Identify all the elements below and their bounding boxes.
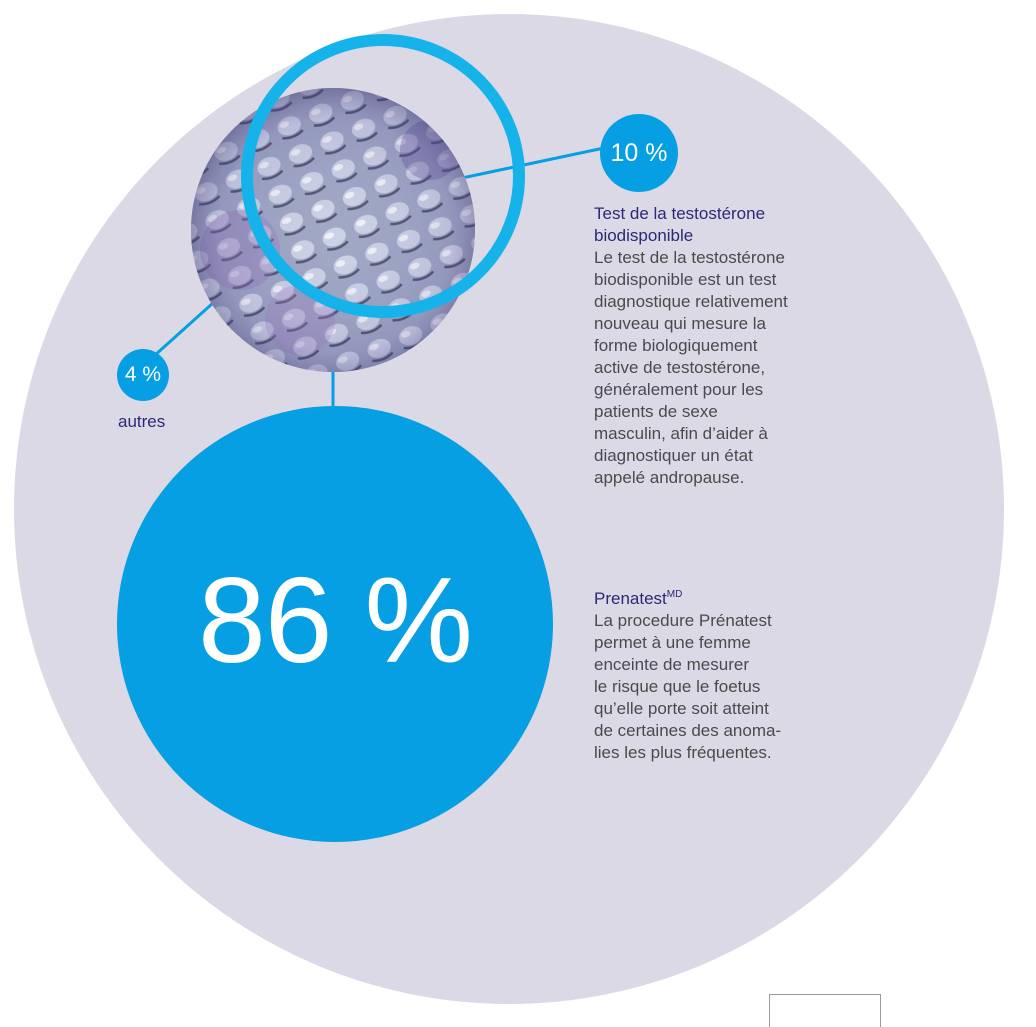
prenatest-heading: PrenatestMD xyxy=(594,588,854,610)
segment-10-badge: 10 % xyxy=(600,114,678,192)
prenatest-body: La procedure Prénatest permet à une femm… xyxy=(594,611,782,762)
segment-4-label: autres xyxy=(118,412,166,431)
testosterone-description: Test de la testostérone biodisponible Le… xyxy=(594,203,854,489)
prenatest-title: Prenatest xyxy=(594,589,667,608)
segment-4-value: 4 % xyxy=(124,363,162,386)
testosterone-title: Test de la testostérone biodisponible xyxy=(594,204,766,245)
segment-86-circle: 86 % xyxy=(117,406,553,842)
connector-line-10 xyxy=(461,146,605,180)
mesh-photo-image xyxy=(191,88,475,372)
corner-frame xyxy=(769,994,881,1027)
segment-10-value: 10 % xyxy=(610,138,668,167)
segment-86-value: 86 % xyxy=(197,552,473,688)
highlight-ring xyxy=(241,34,525,318)
segment-4-badge: 4 % xyxy=(117,349,169,401)
prenatest-title-superscript: MD xyxy=(666,589,683,600)
prenatest-description: PrenatestMD La procedure Prénatest perme… xyxy=(594,588,854,764)
testosterone-body: Le test de la testostérone biodisponible… xyxy=(594,248,788,487)
